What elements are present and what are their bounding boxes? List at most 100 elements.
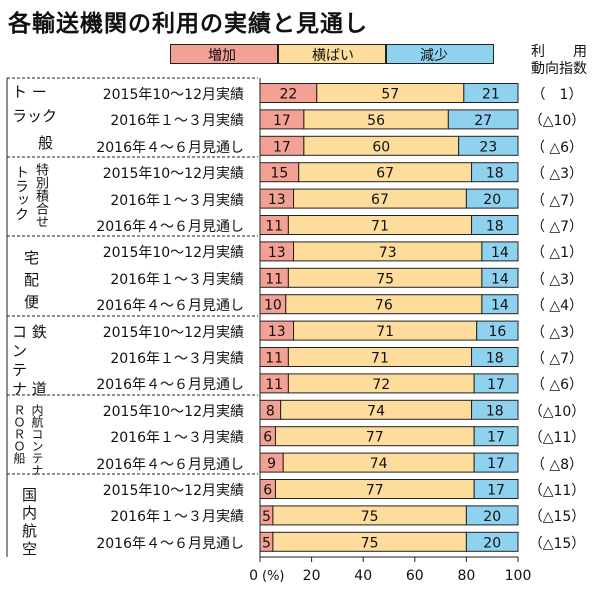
bar-segment-decrease — [465, 188, 519, 209]
bar-value-label: 17 — [273, 113, 291, 129]
row-label: 2016年１～３月実績 — [110, 430, 244, 447]
bar-value-label: 17 — [487, 456, 505, 472]
bar-value-label: 56 — [367, 113, 385, 129]
usage-index-value: （△15） — [528, 535, 586, 552]
row-label: 2016年１～３月実績 — [110, 192, 244, 209]
bar-value-label: 23 — [479, 139, 497, 155]
group-label-line: 宅 — [24, 249, 40, 267]
group-label-line: 空 — [22, 540, 38, 558]
bar-value-label: 17 — [487, 430, 505, 446]
bar-value-label: 74 — [370, 456, 388, 472]
bar-segment-decrease — [458, 135, 519, 156]
x-tick-label: 60 — [406, 568, 424, 584]
bar-value-label: 18 — [486, 166, 504, 182]
row-label: 2015年10～12月実績 — [102, 403, 244, 420]
usage-index-value: （ △6） — [530, 139, 584, 156]
x-tick-label: 100 — [505, 568, 532, 584]
bar-value-label: 75 — [361, 509, 379, 525]
bar-value-label: 6 — [263, 430, 272, 446]
index-header-line1: 利 用 — [531, 44, 587, 60]
bar-value-label: 17 — [487, 483, 505, 499]
bar-value-label: 27 — [474, 113, 492, 129]
usage-index-value: （△11） — [528, 430, 586, 447]
bar-segment-decrease — [471, 347, 519, 367]
usage-index-value: （ △7） — [530, 219, 584, 235]
bar-value-label: 21 — [482, 87, 500, 103]
row-label: 2016年４～６月見通し — [96, 535, 244, 552]
bar-value-label: 10 — [264, 298, 282, 314]
bar-value-label: 71 — [371, 351, 389, 367]
group-label-line: 内航コンテナ — [30, 404, 44, 476]
group-label-line: 航 — [22, 522, 38, 540]
bar-segment-decrease — [465, 531, 519, 552]
group-label-line: ト ー — [12, 83, 47, 101]
usage-index-value: （ △3） — [530, 271, 584, 288]
row-label: 2015年10～12月実績 — [102, 87, 244, 103]
group-label-line: ナ 道 — [12, 380, 47, 398]
x-tick-label: 80 — [457, 568, 475, 584]
row-label: 2015年10～12月実績 — [102, 245, 244, 262]
chart-title: 各輸送機関の利用の実績と見通し — [8, 11, 368, 37]
legend-label-increase: 増加 — [208, 48, 236, 64]
bar-value-label: 14 — [491, 271, 509, 287]
row-label: 2015年10～12月実績 — [102, 483, 244, 499]
bar-value-label: 77 — [366, 430, 384, 446]
legend-label-flat: 横ばい — [312, 48, 354, 64]
bar-value-label: 76 — [375, 298, 393, 314]
bar-value-label: 11 — [265, 271, 283, 287]
group-label-line: 内 — [22, 504, 38, 522]
group-label-line: 般 — [38, 134, 54, 152]
bar-value-label: 20 — [483, 509, 501, 525]
bar-value-label: 20 — [483, 535, 501, 551]
bar-value-label: 11 — [265, 219, 283, 235]
bar-value-label: 13 — [268, 192, 286, 208]
row-label: 2016年４～６月見通し — [96, 456, 244, 473]
usage-index-value: （ △4） — [530, 298, 584, 315]
usage-index-value: （ △7） — [530, 351, 584, 367]
bar-segment-decrease — [473, 426, 519, 447]
usage-index-value: （△10） — [528, 403, 586, 420]
bar-value-label: 17 — [273, 139, 291, 155]
bar-value-label: 71 — [371, 219, 389, 235]
usage-index-value: （ △6） — [530, 377, 584, 394]
bar-value-label: 9 — [267, 456, 276, 472]
bar-segment-decrease — [473, 479, 519, 499]
bar-value-label: 5 — [262, 535, 271, 551]
bar-value-label: 14 — [491, 245, 509, 261]
bar-value-label: 71 — [376, 324, 394, 340]
row-label: 2016年１～３月実績 — [110, 113, 244, 130]
bar-value-label: 14 — [491, 298, 509, 314]
group-label-line: 便 — [24, 293, 40, 311]
bar-value-label: 20 — [483, 192, 501, 208]
bar-value-label: 75 — [361, 535, 379, 551]
legend-label-decrease: 減少 — [420, 48, 448, 64]
group-label-line: ＲＯＲＯ船 — [12, 404, 26, 464]
bar-value-label: 22 — [279, 87, 297, 103]
bar-value-label: 11 — [265, 377, 283, 393]
bar-value-label: 57 — [381, 87, 399, 103]
bar-value-label: 17 — [487, 377, 505, 393]
usage-index-value: （ △8） — [530, 456, 584, 473]
x-tick-label: 40 — [354, 568, 372, 584]
bar-segment-decrease — [473, 452, 519, 473]
bar-value-label: 67 — [371, 192, 389, 208]
bar-segment-decrease — [471, 162, 519, 183]
usage-index-value: （ △1） — [530, 245, 584, 262]
bar-value-label: 11 — [265, 351, 283, 367]
bar-value-label: 16 — [488, 324, 506, 340]
bar-value-label: 77 — [366, 483, 384, 499]
group-label-line: 配 — [24, 271, 40, 289]
bar-segment-decrease — [481, 241, 519, 262]
group-label-line: ラック — [12, 107, 58, 125]
bar-value-label: 5 — [262, 509, 271, 525]
group-label-line: テ — [12, 361, 28, 379]
bar-value-label: 67 — [376, 166, 394, 182]
bar-segment-decrease — [476, 320, 519, 341]
bar-value-label: 8 — [266, 403, 275, 419]
row-label: 2016年１～３月実績 — [110, 271, 244, 288]
bar-value-label: 75 — [376, 271, 394, 287]
bar-segment-decrease — [481, 267, 519, 288]
usage-index-value: （△15） — [528, 509, 586, 526]
bar-segment-decrease — [481, 294, 519, 315]
group-label-line: 国 — [22, 486, 38, 504]
